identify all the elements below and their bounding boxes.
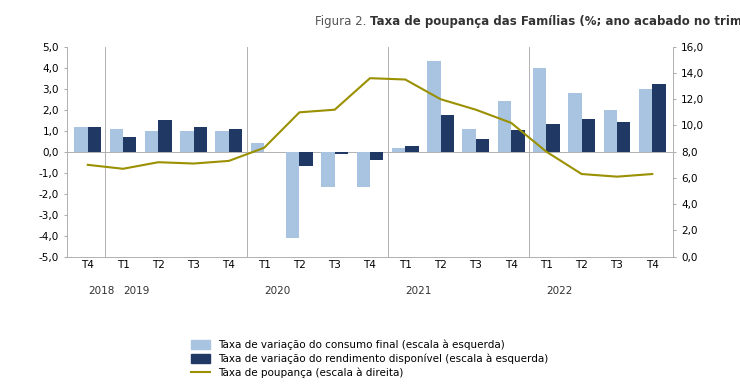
Bar <box>321 152 334 187</box>
Bar <box>392 147 406 152</box>
Bar <box>110 129 123 152</box>
Bar <box>533 68 546 152</box>
Bar <box>427 61 440 152</box>
Bar <box>181 131 194 152</box>
Text: 2022: 2022 <box>546 286 573 296</box>
Bar <box>251 143 264 152</box>
Bar <box>511 130 525 152</box>
Bar <box>546 124 559 152</box>
Bar <box>123 137 136 152</box>
Bar <box>215 131 229 152</box>
Bar <box>158 120 172 152</box>
Bar <box>498 101 511 152</box>
Bar <box>604 110 617 152</box>
Bar <box>334 152 348 154</box>
Bar <box>652 84 666 152</box>
Text: Figura 2.: Figura 2. <box>315 14 370 28</box>
Bar <box>476 139 489 152</box>
Text: 2020: 2020 <box>264 286 290 296</box>
Bar <box>568 93 582 152</box>
Bar <box>145 131 158 152</box>
Bar <box>406 147 419 152</box>
Bar <box>582 119 595 152</box>
Bar <box>88 126 101 152</box>
Text: 2018: 2018 <box>88 286 114 296</box>
Text: Taxa de poupança das Famílias (%; ano acabado no trimestre): Taxa de poupança das Famílias (%; ano ac… <box>370 14 740 28</box>
Bar <box>286 152 300 238</box>
Bar <box>357 152 370 187</box>
Bar <box>440 115 454 152</box>
Bar <box>639 89 652 152</box>
Bar <box>229 129 242 152</box>
Text: 2021: 2021 <box>406 286 431 296</box>
Bar <box>194 126 207 152</box>
Text: 2019: 2019 <box>123 286 149 296</box>
Bar <box>300 152 313 166</box>
Bar <box>74 126 88 152</box>
Legend: Taxa de variação do consumo final (escala à esquerda), Taxa de variação do rendi: Taxa de variação do consumo final (escal… <box>192 340 548 378</box>
Bar <box>370 152 383 160</box>
Bar <box>617 122 630 152</box>
Bar <box>462 129 476 152</box>
